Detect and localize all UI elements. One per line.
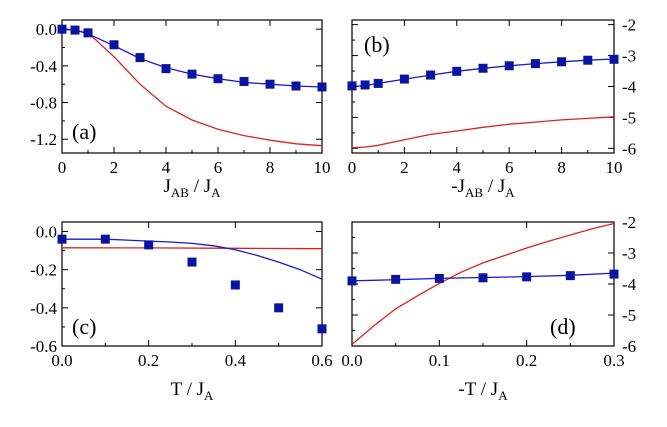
panel-c-square-point [100, 234, 110, 244]
y-tick-label: -6 [622, 337, 636, 356]
panel-c-square-point [274, 303, 284, 313]
x-tick-label: 0.4 [225, 351, 247, 370]
panel-d-square-point [522, 272, 532, 282]
panel-c-square-point [144, 240, 154, 250]
panel-b-square-point [399, 74, 409, 84]
y-tick-label: -5 [622, 108, 636, 127]
panel-b-square-point [452, 66, 462, 76]
panel-a-square-point [70, 25, 80, 35]
y-tick-label: -0.2 [30, 261, 57, 280]
panel-d-red-line [352, 222, 614, 345]
panel-b-square-point [360, 80, 370, 90]
x-tick-label: 4 [162, 158, 171, 177]
panel-b-square-point [609, 54, 619, 64]
panel-a-plot-area [62, 28, 322, 147]
panel-b-square-point [478, 63, 488, 73]
panel-a-square-point [83, 28, 93, 38]
x-tick-label: 0.2 [516, 351, 537, 370]
panel-a-square-point [239, 76, 249, 86]
y-tick-label: 0.0 [36, 20, 57, 39]
panel-c-square-point [187, 257, 197, 267]
panel-d-square-point [478, 273, 488, 283]
panel-d-square-point [434, 273, 444, 283]
panel-b-x-axis-label: -JAB / JA [451, 176, 515, 200]
x-tick-label: 0.1 [429, 351, 450, 370]
y-tick-label: -4 [622, 78, 637, 97]
panel-c: 0.0 0.2 0.4 0.6 0.0 -0.2 -0.4 -0.6 (c) T / JA [30, 221, 333, 403]
x-tick-label: 0.3 [603, 351, 624, 370]
y-tick-label: -2 [622, 16, 636, 35]
panel-b-frame [351, 19, 615, 154]
panel-d-x-axis-label: -T / JA [458, 379, 508, 403]
panel-a-red-line [62, 28, 322, 147]
panel-a-square-point [57, 24, 67, 34]
panel-b-tag: (b) [364, 32, 390, 57]
panel-c-plot-area [62, 238, 322, 280]
panel-a-square-point [265, 79, 275, 89]
x-tick-label: 10 [606, 158, 623, 177]
x-tick-label: 0.0 [341, 351, 362, 370]
x-tick-label: 8 [557, 158, 566, 177]
panel-c-tag: (c) [72, 314, 96, 339]
panel-a-tag: (a) [72, 119, 96, 144]
panel-c-blue-line [62, 238, 322, 280]
x-tick-label: 0 [348, 158, 357, 177]
panel-a-square-point [317, 82, 327, 92]
panel-d-square-point [391, 274, 401, 284]
x-tick-label: 2 [400, 158, 409, 177]
panel-c-square-point [230, 280, 240, 290]
y-tick-label: -2 [622, 213, 636, 232]
x-tick-label: 0.6 [311, 351, 332, 370]
panel-d-tag: (d) [550, 314, 576, 339]
panel-b: 0 2 4 6 8 10 -2 -3 -4 -5 -6 (b) -JAB / JA [347, 16, 637, 200]
panel-a-square-point [135, 53, 145, 63]
y-tick-label: -6 [622, 139, 636, 158]
panel-a: 0 2 4 6 8 10 0.0 -0.4 -0.8 -1.2 (a) JAB / JA [30, 19, 331, 200]
panel-b-square-point [426, 70, 436, 80]
panel-d: 0.0 0.1 0.2 0.3 -2 -3 -4 -5 -6 (d) -T / JA [341, 213, 636, 403]
panel-a-x-axis-label: JAB / JA [163, 176, 221, 200]
panel-b-square-point [557, 57, 567, 67]
panel-a-square-point [187, 69, 197, 79]
x-tick-label: 6 [214, 158, 223, 177]
panel-c-square-point [57, 234, 67, 244]
panel-c-x-axis-label: T / JA [171, 379, 214, 403]
y-tick-label: -0.4 [30, 299, 57, 318]
y-tick-label: -3 [622, 47, 636, 66]
x-tick-label: 4 [453, 158, 462, 177]
panel-c-red-line [62, 247, 322, 250]
panel-d-square-point [609, 269, 619, 279]
panel-b-square-point [583, 55, 593, 65]
y-tick-label: -0.6 [30, 337, 57, 356]
y-tick-label: -1.2 [30, 130, 57, 149]
x-tick-label: 6 [505, 158, 514, 177]
panel-d-square-point [565, 271, 575, 281]
x-tick-label: 2 [110, 158, 119, 177]
panel-a-square-point [109, 40, 119, 50]
y-tick-label: -0.4 [30, 57, 57, 76]
panel-a-square-point [213, 74, 223, 84]
y-tick-label: -5 [622, 306, 636, 325]
y-tick-label: -4 [622, 275, 637, 294]
x-tick-label: 10 [314, 158, 331, 177]
x-tick-label: 8 [266, 158, 275, 177]
panel-a-square-point [161, 64, 171, 74]
x-tick-label: 0.0 [51, 351, 72, 370]
panel-b-red-line [352, 116, 614, 149]
panel-c-square-point [317, 324, 327, 334]
panel-b-square-point [373, 78, 383, 88]
x-tick-label: 0.2 [138, 351, 159, 370]
panel-b-square-point [347, 81, 357, 91]
x-tick-label: 0 [58, 158, 67, 177]
panel-b-square-point [530, 59, 540, 69]
y-tick-label: -3 [622, 244, 636, 263]
panel-a-square-point [291, 81, 301, 91]
y-tick-label: -0.8 [30, 94, 57, 113]
y-tick-label: 0.0 [36, 223, 57, 242]
panel-b-square-point [504, 61, 514, 71]
panel-d-square-point [347, 276, 357, 286]
